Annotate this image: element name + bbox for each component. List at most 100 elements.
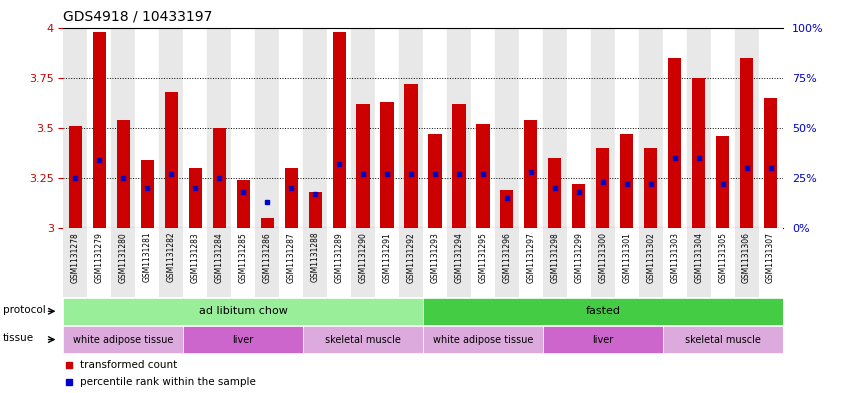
Bar [639,228,662,297]
Text: GSM1131307: GSM1131307 [766,232,775,283]
Bar [184,28,207,228]
Bar [351,28,375,228]
Text: skeletal muscle: skeletal muscle [325,334,401,345]
Text: GSM1131298: GSM1131298 [551,232,559,283]
Text: transformed count: transformed count [80,360,177,370]
Bar [662,28,687,228]
Bar [525,120,537,228]
Bar [63,28,87,228]
Bar [332,31,346,228]
Bar [140,160,154,228]
Text: GSM1131291: GSM1131291 [382,232,392,283]
Bar [548,158,562,228]
Text: GSM1131289: GSM1131289 [335,232,343,283]
Bar [543,28,567,228]
Bar [237,180,250,228]
Bar [644,148,657,228]
Bar [231,28,255,228]
Text: GSM1131280: GSM1131280 [119,232,128,283]
Bar [212,128,226,228]
Bar [261,218,274,228]
Text: GSM1131301: GSM1131301 [623,232,631,283]
Bar [423,298,783,325]
Bar [596,148,609,228]
Bar [207,228,231,297]
Bar [734,228,759,297]
Text: percentile rank within the sample: percentile rank within the sample [80,377,255,387]
Bar [279,28,303,228]
Text: skeletal muscle: skeletal muscle [684,334,761,345]
Bar [63,326,184,353]
Text: GSM1131287: GSM1131287 [287,232,295,283]
Bar [423,28,447,228]
Bar [471,228,495,297]
Bar [284,168,298,228]
Bar [423,326,543,353]
Bar [375,228,399,297]
Bar [471,28,495,228]
Bar [423,228,447,297]
Bar [135,228,159,297]
Bar [279,228,303,297]
Bar [135,28,159,228]
Bar [711,28,734,228]
Bar [668,58,681,228]
Bar [447,28,471,228]
Bar [519,228,543,297]
Text: protocol: protocol [3,305,46,315]
Bar [112,28,135,228]
Bar [255,28,279,228]
Bar [567,228,591,297]
Text: GSM1131282: GSM1131282 [167,232,176,283]
Bar [404,84,418,228]
Bar [159,228,184,297]
Bar [519,28,543,228]
Bar [687,228,711,297]
Bar [591,228,615,297]
Bar [255,228,279,297]
Bar [692,78,706,228]
Text: GSM1131290: GSM1131290 [359,232,367,283]
Bar [567,28,591,228]
Bar [231,228,255,297]
Bar [615,228,639,297]
Bar [764,98,777,228]
Text: GSM1131288: GSM1131288 [310,232,320,283]
Text: GSM1131296: GSM1131296 [503,232,511,283]
Bar [591,28,615,228]
Bar [63,228,87,297]
Text: GSM1131305: GSM1131305 [718,232,727,283]
Text: GSM1131285: GSM1131285 [239,232,248,283]
Text: GSM1131278: GSM1131278 [71,232,80,283]
Bar [159,28,184,228]
Text: GSM1131304: GSM1131304 [695,232,703,283]
Bar [453,104,465,228]
Bar [189,168,202,228]
Text: white adipose tissue: white adipose tissue [74,334,173,345]
Bar [165,92,178,228]
Text: GSM1131279: GSM1131279 [95,232,104,283]
Bar [63,298,423,325]
Bar [356,104,370,228]
Text: fasted: fasted [585,306,620,316]
Bar [87,28,112,228]
Bar [662,326,783,353]
Bar [117,120,130,228]
Bar [620,134,634,228]
Bar [327,28,351,228]
Bar [759,28,783,228]
Text: ad libitum chow: ad libitum chow [199,306,288,316]
Bar [687,28,711,228]
Bar [543,228,567,297]
Text: GSM1131295: GSM1131295 [479,232,487,283]
Bar [303,326,423,353]
Bar [93,31,106,228]
Bar [381,102,393,228]
Text: GSM1131292: GSM1131292 [407,232,415,283]
Text: GSM1131284: GSM1131284 [215,232,223,283]
Bar [572,184,585,228]
Bar [428,134,442,228]
Text: GSM1131300: GSM1131300 [598,232,607,283]
Bar [184,228,207,297]
Bar [207,28,231,228]
